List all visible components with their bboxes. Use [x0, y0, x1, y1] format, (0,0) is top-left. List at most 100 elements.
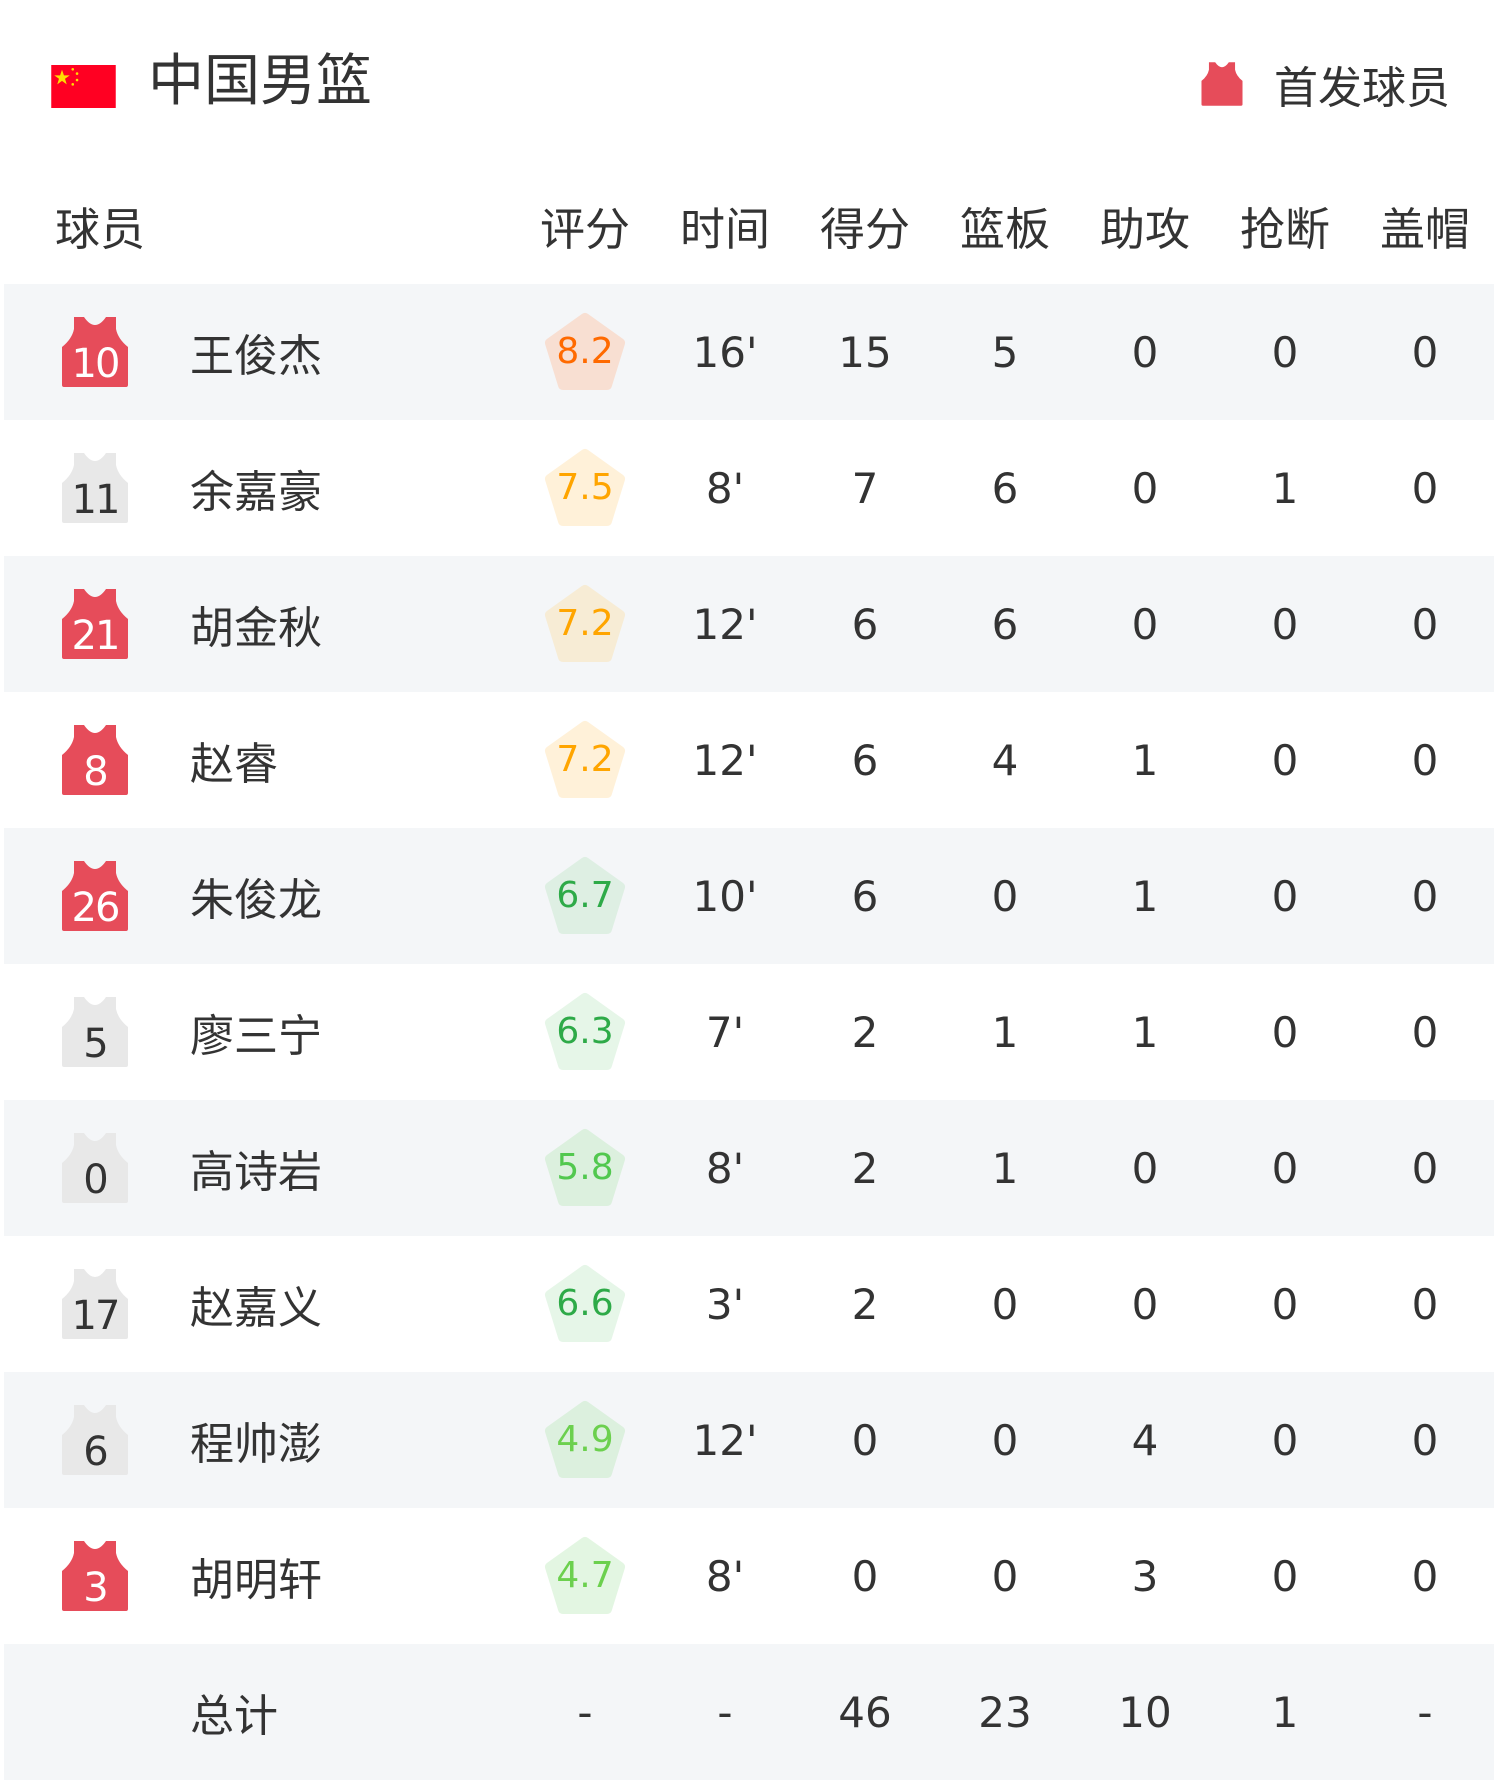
total-row: 总计 - - 46 23 10 1 -: [4, 1644, 1494, 1780]
total-points: 46: [838, 1687, 892, 1737]
points: 2: [851, 1007, 879, 1057]
total-time: -: [717, 1687, 733, 1737]
rating-value: 6.7: [556, 875, 614, 916]
col-rebounds: 篮板: [959, 202, 1050, 256]
assists: 0: [1131, 599, 1159, 649]
rating-value: 6.3: [556, 1011, 614, 1052]
player-row[interactable]: 8 赵睿 7.2 12' 6 4 1 0 0: [4, 692, 1494, 828]
assists: 1: [1131, 1007, 1159, 1057]
points: 2: [851, 1279, 879, 1329]
player-row[interactable]: 0 高诗岩 5.8 8' 2 1 0 0 0: [4, 1100, 1494, 1236]
rating-value: 8.2: [556, 331, 614, 372]
jersey-icon: 21: [60, 587, 130, 661]
minutes: 16': [692, 327, 758, 377]
rebounds: 5: [991, 327, 1019, 377]
player-row[interactable]: 3 胡明轩 4.7 8' 0 0 3 0 0: [4, 1508, 1494, 1644]
player-row[interactable]: 21 胡金秋 7.2 12' 6 6 0 0 0: [4, 556, 1494, 692]
jersey-icon: 0: [60, 1131, 130, 1205]
col-player: 球员: [55, 202, 146, 256]
player-row[interactable]: 6 程帅澎 4.9 12' 0 0 4 0 0: [4, 1372, 1494, 1508]
starter-legend: 首发球员: [1200, 52, 1450, 116]
rebounds: 0: [991, 1415, 1019, 1465]
minutes: 7': [705, 1007, 745, 1057]
jersey-icon: 17: [60, 1267, 130, 1341]
rating-value: 5.8: [556, 1147, 614, 1188]
minutes: 12': [692, 599, 758, 649]
player-row[interactable]: 5 廖三宁 6.3 7' 2 1 1 0 0: [4, 964, 1494, 1100]
points: 6: [851, 871, 879, 921]
steals: 0: [1271, 1007, 1299, 1057]
player-row[interactable]: 17 赵嘉义 6.6 3' 2 0 0 0 0: [4, 1236, 1494, 1372]
total-assists: 10: [1118, 1687, 1172, 1737]
jersey-number: 3: [83, 1565, 108, 1611]
rating-value: 7.2: [556, 603, 614, 644]
total-steals: 1: [1271, 1687, 1299, 1737]
player-row[interactable]: 26 朱俊龙 6.7 10' 6 0 1 0 0: [4, 828, 1494, 964]
jersey-icon: 5: [60, 995, 130, 1069]
jersey-number: 5: [83, 1021, 108, 1067]
rating-badge: 7.5: [544, 448, 626, 528]
steals: 1: [1271, 463, 1299, 513]
player-row[interactable]: 10 王俊杰 8.2 16' 15 5 0 0 0: [4, 284, 1494, 420]
col-rating: 评分: [539, 202, 630, 256]
jersey-number: 26: [71, 885, 121, 931]
player-name[interactable]: 朱俊龙: [190, 875, 322, 926]
player-name[interactable]: 赵睿: [190, 739, 278, 790]
player-name[interactable]: 胡明轩: [190, 1555, 322, 1606]
assists: 0: [1131, 327, 1159, 377]
rating-value: 7.2: [556, 739, 614, 780]
points: 7: [851, 463, 879, 513]
player-name[interactable]: 赵嘉义: [190, 1283, 322, 1334]
rating-badge: 7.2: [544, 720, 626, 800]
col-steals: 抢断: [1239, 202, 1330, 256]
rating-badge: 7.2: [544, 584, 626, 664]
minutes: 3': [705, 1279, 745, 1329]
player-name[interactable]: 余嘉豪: [190, 467, 322, 518]
jersey-icon: 11: [60, 451, 130, 525]
table-header: 球员 评分 时间 得分 篮板 助攻 抢断 盖帽: [4, 190, 1494, 260]
rating-value: 4.7: [556, 1555, 614, 1596]
jersey-icon: 10: [60, 315, 130, 389]
rebounds: 4: [991, 735, 1019, 785]
blocks: 0: [1411, 1279, 1439, 1329]
rebounds: 6: [991, 463, 1019, 513]
points: 0: [851, 1415, 879, 1465]
minutes: 8': [705, 463, 745, 513]
player-name[interactable]: 廖三宁: [190, 1011, 322, 1062]
blocks: 0: [1411, 463, 1439, 513]
blocks: 0: [1411, 1143, 1439, 1193]
jersey-icon: 8: [60, 723, 130, 797]
steals: 0: [1271, 1279, 1299, 1329]
assists: 1: [1131, 871, 1159, 921]
rating-badge: 6.7: [544, 856, 626, 936]
steals: 0: [1271, 871, 1299, 921]
player-name[interactable]: 高诗岩: [190, 1147, 322, 1198]
rating-value: 7.5: [556, 467, 614, 508]
blocks: 0: [1411, 871, 1439, 921]
jersey-number: 0: [83, 1157, 108, 1203]
blocks: 0: [1411, 327, 1439, 377]
starter-legend-label: 首发球员: [1274, 63, 1450, 114]
total-label: 总计: [190, 1691, 278, 1742]
col-points: 得分: [819, 202, 910, 256]
rating-value: 6.6: [556, 1283, 614, 1324]
player-name[interactable]: 程帅澎: [190, 1419, 322, 1470]
rebounds: 1: [991, 1143, 1019, 1193]
blocks: 0: [1411, 1551, 1439, 1601]
assists: 3: [1131, 1551, 1159, 1601]
rating-badge: 4.7: [544, 1536, 626, 1616]
rating-badge: 4.9: [544, 1400, 626, 1480]
jersey-number: 6: [83, 1429, 108, 1475]
minutes: 8': [705, 1551, 745, 1601]
assists: 4: [1131, 1415, 1159, 1465]
player-name[interactable]: 王俊杰: [190, 331, 322, 382]
assists: 1: [1131, 735, 1159, 785]
minutes: 8': [705, 1143, 745, 1193]
china-flag-icon: [51, 65, 116, 108]
col-time: 时间: [679, 202, 770, 256]
steals: 0: [1271, 735, 1299, 785]
player-name[interactable]: 胡金秋: [190, 603, 322, 654]
player-row[interactable]: 11 余嘉豪 7.5 8' 7 6 0 1 0: [4, 420, 1494, 556]
jersey-number: 21: [71, 613, 121, 659]
col-assists: 助攻: [1099, 202, 1190, 256]
